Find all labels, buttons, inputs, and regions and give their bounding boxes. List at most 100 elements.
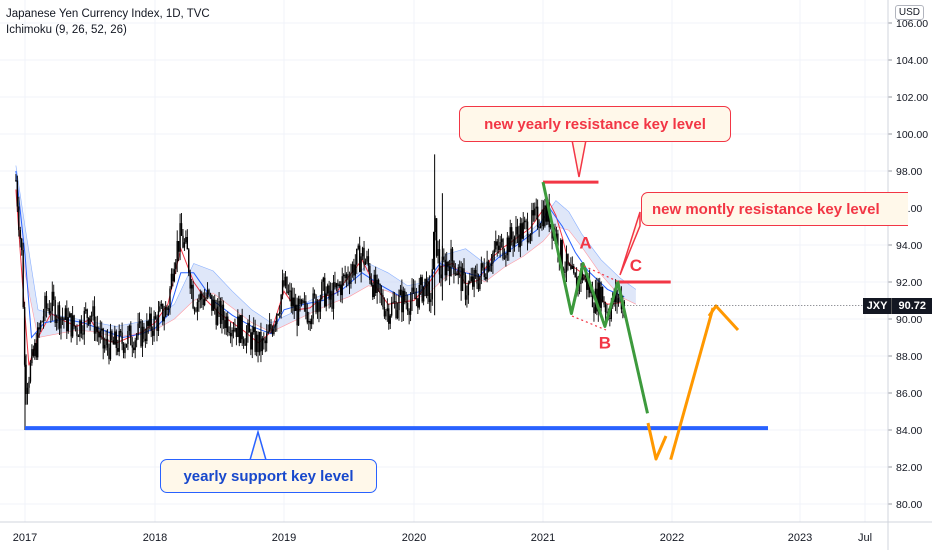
candle-body — [41, 321, 43, 323]
x-tick-label: 2020 — [402, 532, 426, 544]
candle-body — [434, 218, 436, 233]
candle-body — [21, 238, 23, 251]
candle-body — [57, 305, 59, 320]
candle-body — [211, 294, 213, 311]
candle-body — [276, 314, 278, 325]
y-tick-label: 102.00 — [896, 92, 928, 104]
candle-body — [292, 297, 294, 307]
candle-body — [115, 331, 117, 349]
candle-body — [218, 300, 220, 307]
wave-label-b: B — [599, 334, 611, 353]
candle-body — [26, 387, 29, 394]
y-tick-label: 104.00 — [896, 55, 928, 67]
candle-body — [379, 284, 381, 294]
candle-body — [567, 253, 569, 266]
candle-body — [125, 343, 128, 348]
candle-body — [526, 221, 529, 243]
candle-body — [124, 347, 126, 353]
candle-body — [510, 227, 513, 240]
candle-body — [229, 332, 232, 337]
candle-body — [329, 291, 332, 300]
candle-body — [337, 283, 339, 287]
candle-body — [564, 271, 566, 273]
candle-body — [154, 316, 157, 319]
candle-body — [19, 229, 21, 239]
candle-body — [146, 321, 148, 342]
symbol-title[interactable]: Japanese Yen Currency Index, 1D, TVC — [6, 8, 210, 20]
candle-body — [545, 205, 548, 222]
monthly-resistance-callout[interactable]: new montly resistance key level — [641, 192, 908, 226]
chart-legend: Japanese Yen Currency Index, 1D, TVC Ich… — [6, 6, 210, 38]
candle-body — [560, 239, 562, 261]
x-tick-label: Jul — [858, 532, 872, 544]
yearly-resistance-callout[interactable]: new yearly resistance key level — [459, 106, 731, 142]
candle-body — [273, 326, 275, 335]
candle-body — [254, 327, 256, 352]
candle-body — [101, 328, 103, 331]
candle-body — [137, 323, 139, 336]
candle-body — [536, 206, 539, 228]
candle-body — [143, 326, 145, 339]
candle-body — [281, 280, 284, 295]
candle-body — [219, 300, 222, 324]
x-tick-label: 2022 — [660, 532, 684, 544]
candle-body — [266, 333, 268, 344]
candle-body — [395, 301, 397, 318]
currency-badge[interactable]: USD — [894, 5, 924, 20]
candle-body — [293, 297, 295, 311]
candle-body — [141, 326, 144, 347]
indicator-title[interactable]: Ichimoku (9, 26, 52, 26) — [6, 24, 127, 36]
candle-body — [497, 245, 500, 250]
candle-body — [257, 334, 259, 353]
y-tick-label: 94.00 — [896, 240, 922, 252]
yearly-support-pointer — [249, 429, 267, 461]
candle-body — [398, 294, 400, 311]
yearly-support-callout[interactable]: yearly support key level — [160, 459, 377, 493]
candle-body — [490, 263, 493, 267]
candle-body — [313, 293, 316, 296]
candle-body — [503, 258, 506, 259]
candle-body — [450, 248, 452, 277]
candle-body — [574, 272, 576, 278]
x-tick-label: 2017 — [13, 532, 37, 544]
candle-body — [360, 256, 362, 272]
candle-body — [443, 256, 445, 260]
y-tick-label: 82.00 — [896, 462, 922, 474]
candle-body — [128, 325, 131, 331]
down-projection — [541, 181, 649, 414]
candle-body — [173, 269, 176, 282]
candle-body — [133, 347, 135, 351]
candle-body — [315, 295, 317, 313]
candle-body — [64, 308, 67, 320]
y-tick-label: 92.00 — [896, 277, 922, 289]
candle-body — [470, 276, 472, 282]
candle-body — [597, 282, 599, 312]
candle-body — [248, 322, 251, 333]
candle-body — [103, 344, 106, 349]
candle-body — [614, 290, 617, 303]
candle-body — [610, 305, 612, 319]
candle-body — [484, 277, 487, 280]
candle-body — [195, 310, 197, 312]
candle-body — [427, 281, 429, 296]
candle-body — [453, 260, 455, 275]
candle-body — [354, 264, 357, 276]
candle-body — [60, 317, 62, 329]
candle-body — [529, 234, 532, 241]
candle-body — [214, 299, 216, 309]
candle-body — [193, 308, 196, 311]
key-levels — [25, 139, 768, 461]
candle-body — [312, 293, 314, 319]
candle-body — [258, 331, 261, 353]
y-tick-label: 98.00 — [896, 166, 922, 178]
candle-body — [591, 286, 594, 308]
candle-body — [604, 304, 607, 313]
candle-body — [83, 310, 85, 335]
monthly-resistance-pointer — [619, 211, 641, 276]
candle-body — [334, 282, 336, 288]
candle-body — [433, 232, 435, 270]
candle-body — [479, 276, 481, 290]
candle-body — [326, 285, 329, 294]
